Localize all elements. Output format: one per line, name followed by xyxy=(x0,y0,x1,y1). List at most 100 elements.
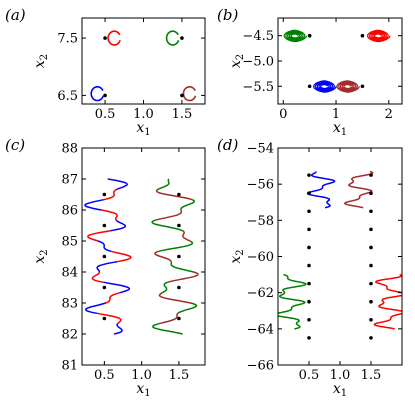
y-tick-label: 85 xyxy=(61,235,78,250)
x-tick-label: 0 xyxy=(279,107,287,122)
data-point xyxy=(180,93,184,98)
data-point xyxy=(307,245,311,250)
series-red-trajectory xyxy=(103,188,118,201)
y-tick-label: −66 xyxy=(247,359,274,374)
data-point xyxy=(369,336,373,340)
data-point xyxy=(177,223,181,228)
series-green-loop xyxy=(165,30,180,46)
x-tick-label: 1.0 xyxy=(330,368,351,383)
series-green-spiral xyxy=(283,29,308,43)
axes-frame xyxy=(81,147,206,366)
series-green-trajectory xyxy=(177,302,198,314)
data-point xyxy=(177,254,181,259)
y-tick-label: 83 xyxy=(61,297,78,312)
x-tick-label: 2 xyxy=(385,107,393,122)
plot-area xyxy=(278,170,402,340)
data-point xyxy=(307,263,311,268)
panel-label: (c) xyxy=(5,136,25,154)
series-red-loop xyxy=(107,30,121,46)
data-point xyxy=(307,336,311,340)
data-point xyxy=(369,317,373,322)
data-point xyxy=(369,281,373,286)
data-point xyxy=(360,33,365,38)
series-green-trajectory xyxy=(151,219,183,232)
data-point xyxy=(369,209,373,214)
x-tick-label: 0.5 xyxy=(299,368,320,383)
data-point xyxy=(102,254,107,259)
y-tick-label: 86 xyxy=(61,204,78,219)
panel-label: (a) xyxy=(5,6,26,24)
data-point xyxy=(102,223,107,228)
axes-frame xyxy=(81,17,206,105)
data-point xyxy=(307,317,311,322)
series-blue-trajectory xyxy=(107,178,128,190)
x-axis-label: x1 xyxy=(333,120,347,138)
data-point xyxy=(307,191,311,196)
series-blue-spiral xyxy=(313,80,337,93)
y-tick-label: 7.5 xyxy=(57,32,78,47)
series-brown-trajectory xyxy=(182,230,191,242)
series-green-trajectory xyxy=(157,178,170,190)
data-point xyxy=(369,227,373,232)
series-brown-trajectory xyxy=(158,292,191,304)
panel-label: (d) xyxy=(217,136,238,154)
series-brown-trajectory xyxy=(158,312,179,325)
data-point xyxy=(103,36,107,40)
panel-label: (b) xyxy=(217,6,238,24)
x-axis-label: x1 xyxy=(333,381,347,399)
series-brown-spiral xyxy=(336,80,360,93)
series-blue-trajectory xyxy=(103,281,131,294)
y-tick-label: −5.5 xyxy=(242,80,274,95)
series-blue-trajectory xyxy=(84,198,104,211)
series-green-trajectory xyxy=(158,240,194,253)
data-point xyxy=(307,173,311,177)
y-tick-label: 88 xyxy=(61,142,78,157)
x-tick-label: 1.5 xyxy=(361,368,382,383)
panel-c: 0.5 1.0 1.5 81 82 83 84 85 86 87 88 x1 x2 (c) xyxy=(5,136,206,399)
plot-area xyxy=(283,29,391,93)
x-axis-label: x1 xyxy=(136,120,150,138)
data-point xyxy=(307,281,311,286)
y-tick-label: −58 xyxy=(247,214,274,229)
series-red-trajectory xyxy=(101,209,118,221)
series-green-trajectory xyxy=(170,261,194,273)
x-tick-label: 1.5 xyxy=(172,107,193,122)
y-tick-label: −56 xyxy=(247,178,274,193)
series-brown-loop xyxy=(182,86,197,102)
series-brown-trajectory xyxy=(167,271,199,284)
series-blue-trajectory xyxy=(96,260,118,273)
series-brown-trajectory xyxy=(154,250,172,262)
data-point xyxy=(307,84,312,89)
data-point xyxy=(369,173,373,177)
x-axis-label: x1 xyxy=(136,381,150,399)
y-tick-label: −5.0 xyxy=(242,55,274,70)
plot-area xyxy=(84,178,199,335)
series-red-trajectory xyxy=(373,273,402,330)
y-tick-label: 81 xyxy=(61,359,78,374)
y-axis-label: x2 xyxy=(32,54,50,68)
y-tick-label: −60 xyxy=(247,250,274,265)
data-point xyxy=(369,299,373,304)
y-tick-label: −62 xyxy=(247,286,274,301)
x-tick-label: 0.5 xyxy=(94,368,115,383)
y-tick-label: 6.5 xyxy=(57,89,78,104)
series-blue-trajectory xyxy=(84,302,106,315)
x-tick-label: 1 xyxy=(332,107,340,122)
y-axis-label: x2 xyxy=(228,249,246,263)
series-blue-loop xyxy=(90,86,104,102)
data-point xyxy=(177,192,181,197)
data-point xyxy=(177,285,181,290)
x-tick-label: 0.5 xyxy=(95,107,116,122)
panel-b: 0 1 2 −4.5 −5.0 −5.5 x1 x2 (b) xyxy=(217,6,403,138)
series-brown-trajectory xyxy=(154,209,183,222)
series-blue-trajectory xyxy=(97,240,112,253)
series-red-trajectory xyxy=(105,291,121,304)
data-point xyxy=(102,285,107,290)
data-point xyxy=(307,33,312,38)
series-green-trajectory xyxy=(151,322,183,335)
data-point xyxy=(307,299,311,304)
data-point xyxy=(360,84,365,89)
series-red-trajectory xyxy=(87,229,111,242)
plot-area xyxy=(90,30,197,102)
series-brown-trajectory xyxy=(155,188,193,201)
